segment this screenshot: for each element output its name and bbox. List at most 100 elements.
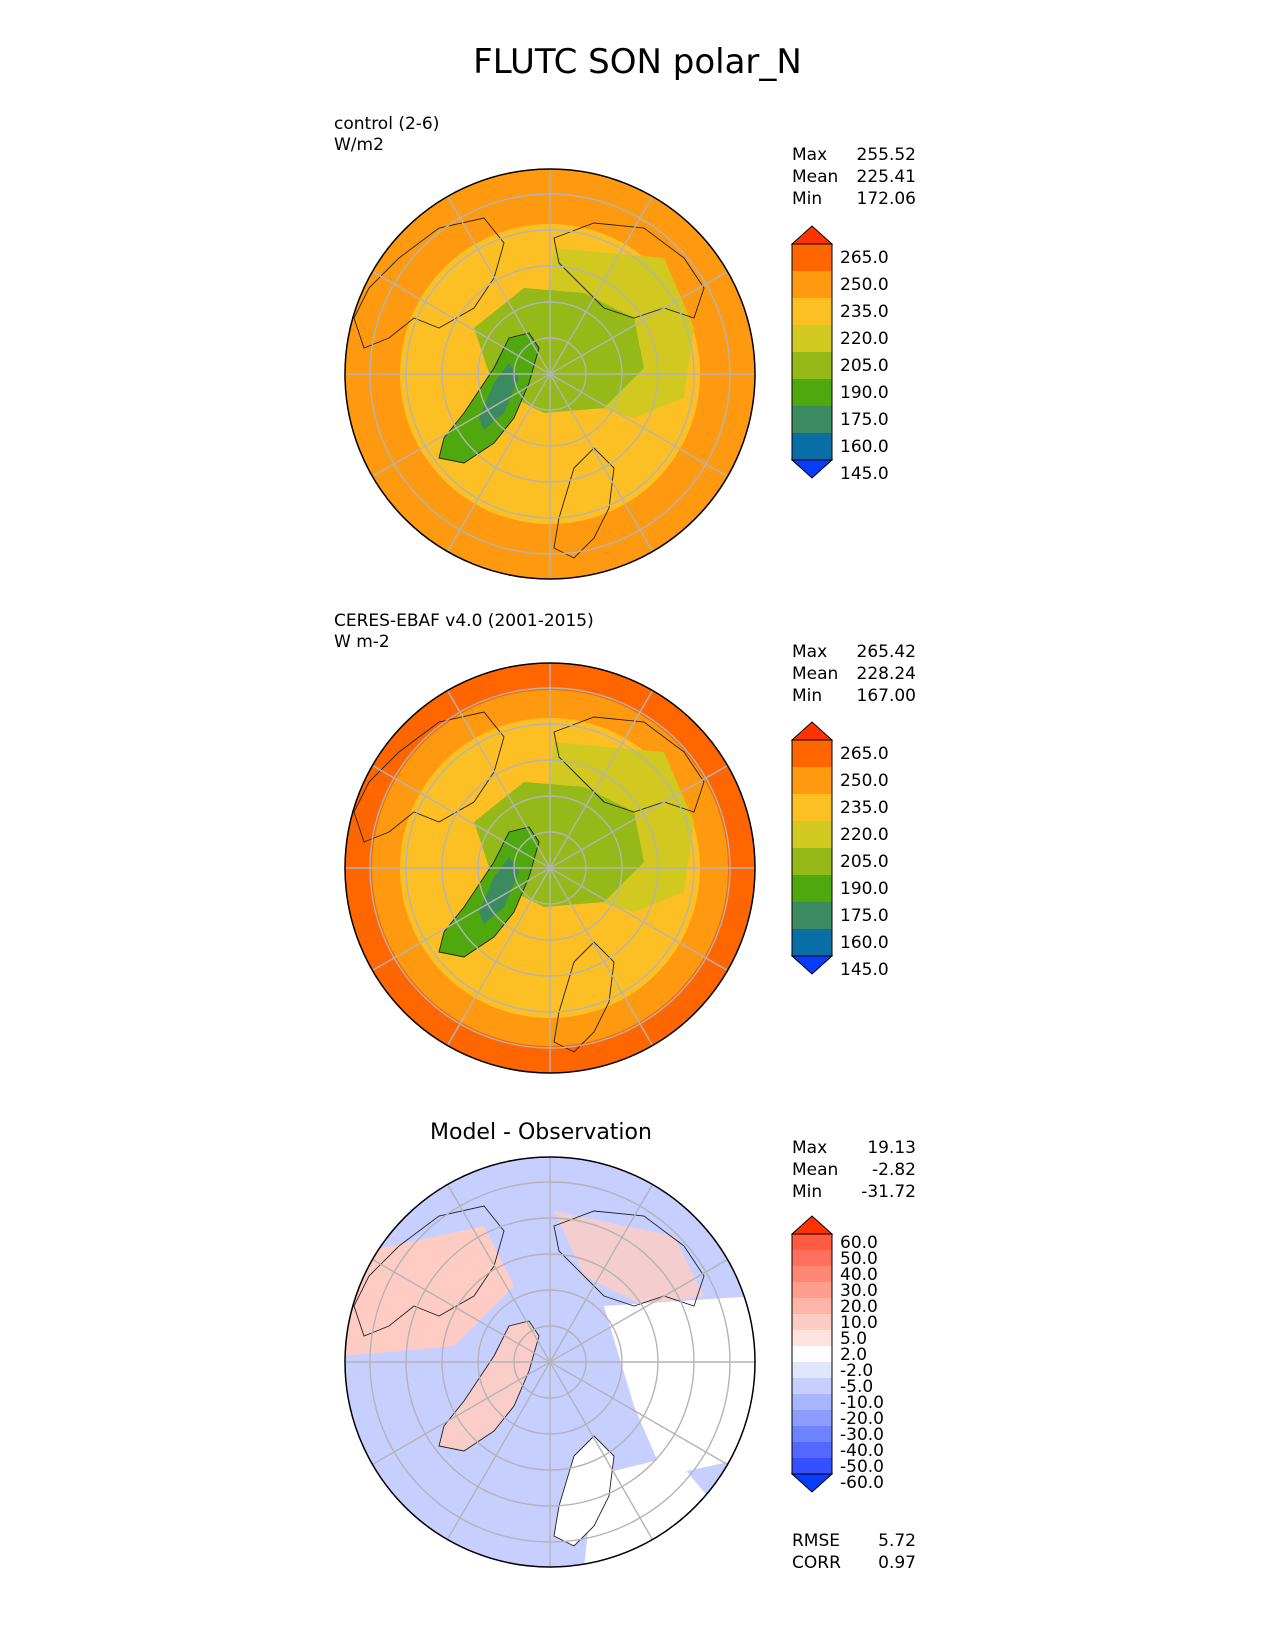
stat-value: 225.41 — [856, 167, 916, 187]
colorbar-segment — [792, 902, 832, 929]
colorbar-frame — [791, 1233, 833, 1475]
stat-label: Min — [792, 686, 823, 706]
colorbar-tick-label: 235.0 — [840, 798, 889, 818]
colorbar-segment — [792, 1410, 832, 1426]
coastline — [353, 1205, 505, 1337]
panel-3-title: Model - Observation — [430, 1120, 652, 1145]
colorbar-segment — [792, 1378, 832, 1394]
stat-value: -2.82 — [872, 1160, 916, 1180]
colorbar-tick-label: -30.0 — [840, 1425, 884, 1445]
colorbar-tick-label: -2.0 — [840, 1361, 873, 1381]
map-field — [345, 1157, 755, 1567]
colorbar-segment — [792, 1426, 832, 1442]
colorbar-tick-label: 220.0 — [840, 825, 889, 845]
panel-2-units: W m-2 — [334, 632, 390, 652]
colorbar-tick-label: 205.0 — [840, 356, 889, 376]
colorbar-frame — [791, 739, 833, 957]
map-border — [344, 662, 756, 1074]
coastline — [553, 1210, 705, 1307]
map-border — [344, 168, 756, 580]
stat-label: Max — [792, 145, 828, 165]
colorbar-segment — [792, 794, 832, 821]
colorbar-segment — [792, 433, 832, 460]
colorbar-tick-label: 10.0 — [840, 1313, 878, 1333]
colorbar-tick-label: 2.0 — [840, 1345, 867, 1365]
stat-label: Min — [792, 189, 823, 209]
colorbar-tick-label: 265.0 — [840, 744, 889, 764]
coastline — [553, 222, 705, 319]
stat-label: Mean — [792, 167, 839, 187]
colorbar-tick-label: 30.0 — [840, 1281, 878, 1301]
colorbar-tick-label: 190.0 — [840, 879, 889, 899]
metric-label: RMSE — [792, 1531, 841, 1551]
colorbar-extend-max — [790, 225, 834, 245]
colorbar-tick-label: 160.0 — [840, 933, 889, 953]
neutral-region — [554, 1436, 614, 1546]
coastline — [553, 447, 615, 559]
colorbar-segment — [792, 406, 832, 433]
stat-value: 228.24 — [856, 664, 916, 684]
colorbar-segment — [792, 1234, 832, 1250]
colorbar-segment — [792, 875, 832, 902]
colorbar-segment — [792, 767, 832, 794]
stat-label: Max — [792, 642, 828, 662]
colorbar-segment — [792, 1346, 832, 1362]
colorbar-tick-label: 145.0 — [840, 960, 889, 980]
meridian-line — [372, 270, 728, 478]
colorbar-segment — [792, 1250, 832, 1266]
stat-value: 167.00 — [856, 686, 916, 706]
colorbar-segment — [792, 1314, 832, 1330]
stat-label: Mean — [792, 664, 839, 684]
stat-label: Max — [792, 1138, 828, 1158]
panel-2-case: CERES-EBAF v4.0 (2001-2015) — [334, 611, 594, 631]
coastline — [553, 716, 705, 813]
colorbar-tick-label: 160.0 — [840, 437, 889, 457]
neutral-region — [584, 1456, 724, 1567]
panel-3-stats: Max 19.13 Mean -2.82 Min -31.72 — [792, 1137, 916, 1203]
colorbar-tick-label: 235.0 — [840, 302, 889, 322]
colorbar-tick-label: -40.0 — [840, 1441, 884, 1461]
polar-map-control — [344, 168, 756, 580]
colorbar-segment — [792, 379, 832, 406]
panel-1-stats: Max 255.52 Mean 225.41 Min 172.06 — [792, 144, 916, 210]
stat-value: -31.72 — [861, 1182, 916, 1202]
meridian-line — [372, 764, 728, 972]
coastline — [553, 941, 615, 1053]
colorbar-segment — [792, 1282, 832, 1298]
stat-value: 255.52 — [856, 145, 916, 165]
colorbar-difference: 60.050.040.030.020.010.05.02.0-2.0-5.0-1… — [790, 1215, 884, 1493]
map-field — [345, 663, 755, 1073]
colorbar-frame — [791, 243, 833, 461]
colorbar-segment — [792, 1266, 832, 1282]
colorbar-extend-min — [790, 1473, 834, 1493]
stat-value: 172.06 — [856, 189, 916, 209]
polar-map-observation — [344, 662, 756, 1074]
coastline — [553, 1435, 615, 1547]
colorbar-tick-label: -10.0 — [840, 1393, 884, 1413]
colorbar-tick-label: 205.0 — [840, 852, 889, 872]
panel-1-title: control (2-6) W/m2 — [334, 114, 439, 156]
colorbar-segment — [792, 1458, 832, 1474]
panel-3-metrics: RMSE 5.72 CORR 0.97 — [792, 1530, 916, 1574]
colorbar-tick-label: 5.0 — [840, 1329, 867, 1349]
colorbar-segment — [792, 821, 832, 848]
colorbar-observation: 265.0 250.0 235.0 220.0 205.0 190.0 175.0 160.0… — [790, 721, 889, 980]
colorbar-segment — [792, 244, 832, 271]
colorbar-tick-label: 175.0 — [840, 410, 889, 430]
colorbar-tick-label: 50.0 — [840, 1249, 878, 1269]
colorbar-segment — [792, 740, 832, 767]
colorbar-extend-max — [790, 721, 834, 741]
colorbar-tick-label: 265.0 — [840, 248, 889, 268]
colorbar-segment — [792, 325, 832, 352]
colorbar-extend-max — [790, 1215, 834, 1235]
coastline — [353, 217, 505, 349]
colorbar-tick-label: -50.0 — [840, 1457, 884, 1477]
metric-value: 0.97 — [878, 1553, 916, 1573]
colorbar-tick-label: 40.0 — [840, 1265, 878, 1285]
meridian-line — [372, 1258, 728, 1466]
colorbar-tick-label: 175.0 — [840, 906, 889, 926]
colorbar-tick-label: 145.0 — [840, 464, 889, 484]
colorbar-extend-min — [790, 459, 834, 479]
neutral-region — [604, 1296, 755, 1476]
panel-2-title: CERES-EBAF v4.0 (2001-2015) W m-2 — [334, 611, 594, 653]
